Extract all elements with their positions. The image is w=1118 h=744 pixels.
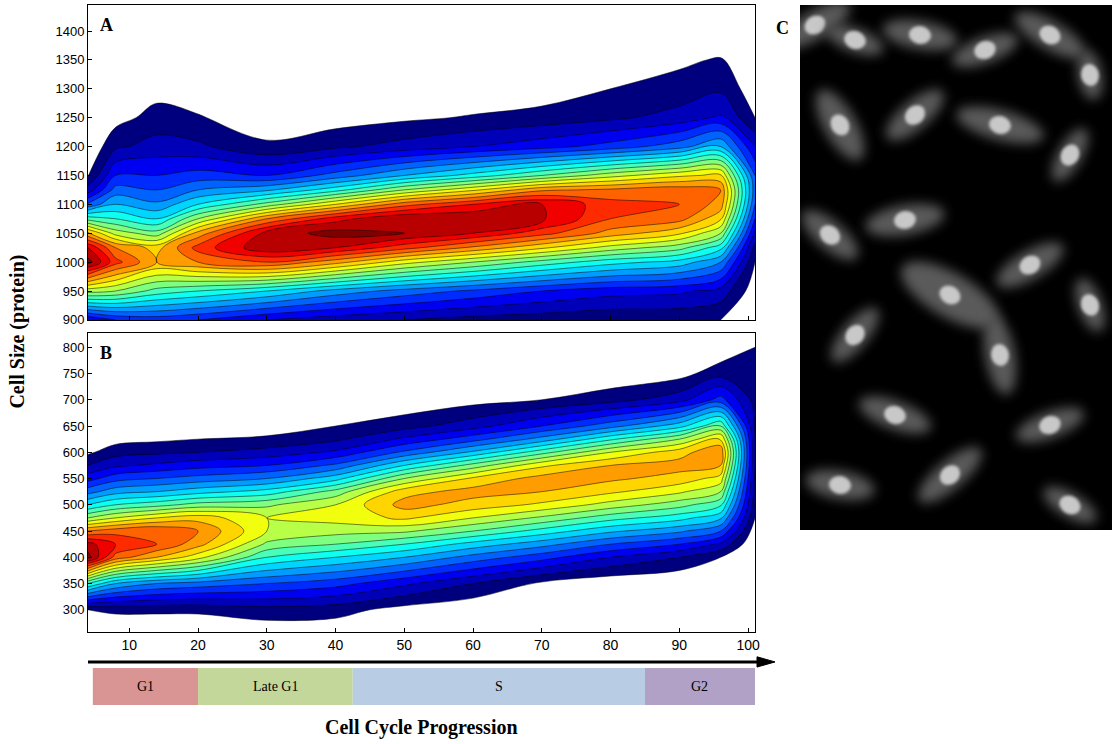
svg-text:90: 90 <box>672 637 688 653</box>
svg-text:1000: 1000 <box>55 255 84 270</box>
svg-text:1200: 1200 <box>55 139 84 154</box>
svg-text:A: A <box>100 15 113 35</box>
svg-text:Cell Size (protein): Cell Size (protein) <box>6 255 29 409</box>
svg-text:Late G1: Late G1 <box>253 679 298 694</box>
svg-text:650: 650 <box>63 419 85 434</box>
svg-text:60: 60 <box>465 637 481 653</box>
svg-text:30: 30 <box>259 637 275 653</box>
svg-text:450: 450 <box>63 524 85 539</box>
svg-text:40: 40 <box>328 637 344 653</box>
svg-text:950: 950 <box>63 284 85 299</box>
svg-text:1350: 1350 <box>55 52 84 67</box>
svg-text:70: 70 <box>534 637 550 653</box>
svg-text:S: S <box>495 679 503 694</box>
svg-text:800: 800 <box>63 340 85 355</box>
svg-text:1400: 1400 <box>55 24 84 39</box>
svg-text:20: 20 <box>190 637 206 653</box>
svg-text:100: 100 <box>736 637 760 653</box>
svg-text:300: 300 <box>63 602 85 617</box>
svg-text:700: 700 <box>63 392 85 407</box>
svg-text:350: 350 <box>63 576 85 591</box>
svg-text:1300: 1300 <box>55 81 84 96</box>
svg-text:Cell Cycle Progression: Cell Cycle Progression <box>325 716 518 739</box>
svg-text:B: B <box>100 343 112 363</box>
svg-text:1050: 1050 <box>55 226 84 241</box>
svg-text:G1: G1 <box>137 679 154 694</box>
svg-text:50: 50 <box>397 637 413 653</box>
svg-text:80: 80 <box>603 637 619 653</box>
svg-text:G2: G2 <box>691 679 708 694</box>
svg-text:500: 500 <box>63 497 85 512</box>
svg-text:750: 750 <box>63 366 85 381</box>
svg-text:1100: 1100 <box>56 197 84 212</box>
svg-text:1250: 1250 <box>55 110 84 125</box>
svg-text:550: 550 <box>63 471 85 486</box>
svg-text:400: 400 <box>63 550 85 565</box>
html-text:C: C <box>776 18 789 38</box>
svg-text:900: 900 <box>63 312 85 327</box>
svg-text:10: 10 <box>121 637 137 653</box>
svg-text:1150: 1150 <box>56 168 84 183</box>
svg-text:600: 600 <box>63 445 85 460</box>
